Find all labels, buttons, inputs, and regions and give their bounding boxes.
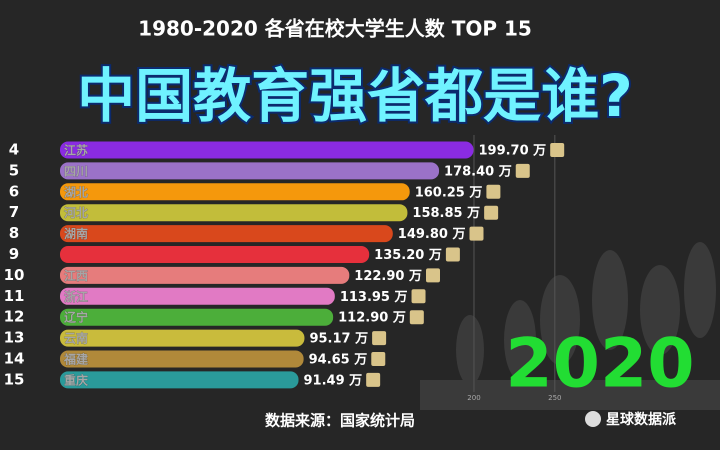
source: 数据来源：国家统计局 <box>265 412 415 430</box>
category-label: 河北 <box>63 205 88 220</box>
value-label: 95.17 万 <box>309 332 368 347</box>
category-label: 重庆 <box>64 372 88 387</box>
icon <box>371 352 386 366</box>
value-label: 160.25 万 <box>415 185 483 200</box>
chart-title: 1980-2020 各省在校大学生人数 TOP 15 <box>138 17 532 41</box>
icon <box>372 331 387 346</box>
bar <box>60 183 410 201</box>
bar <box>60 204 408 222</box>
rank-label: 4 <box>9 141 19 159</box>
icon <box>484 205 499 220</box>
bar <box>60 350 304 368</box>
value-label: 112.90 万 <box>338 311 406 326</box>
value-label: 158.85 万 <box>412 206 480 221</box>
plot: 200 250 4 江苏 199.70 万 5 四川 178.40 万 6 湖北 160.25 万 7… <box>4 135 565 402</box>
icon <box>409 310 424 325</box>
watermark-icon <box>585 411 601 427</box>
icon <box>550 143 565 157</box>
icon <box>411 289 426 304</box>
silhouettes <box>420 242 720 410</box>
bar <box>60 246 370 263</box>
value-label: 149.80 万 <box>398 227 466 242</box>
x-tick-label: 200 <box>467 394 480 402</box>
rank-label: 7 <box>9 203 19 221</box>
icon <box>426 268 441 283</box>
rank-label: 14 <box>4 350 25 368</box>
category-label: 江苏 <box>64 143 88 158</box>
rank-label: 6 <box>9 182 19 200</box>
rank-label: 11 <box>4 287 25 305</box>
rank-label: 12 <box>4 308 25 326</box>
icon <box>515 163 530 178</box>
value-label: 135.20 万 <box>374 248 442 263</box>
rank-label: 9 <box>9 245 19 263</box>
rank-label: 8 <box>9 224 19 242</box>
bar <box>60 308 334 326</box>
x-tick-label: 250 <box>548 394 561 402</box>
bar <box>60 266 350 284</box>
year-label: 2020 <box>505 325 694 404</box>
bar <box>60 162 440 180</box>
category-label: 浙江 <box>64 289 88 304</box>
category-label: 辽宁 <box>64 310 88 325</box>
icon <box>366 372 381 387</box>
value-label: 178.40 万 <box>444 164 512 179</box>
icon <box>486 184 501 199</box>
icon <box>445 247 460 262</box>
icon <box>469 226 484 241</box>
category-label: 四川 <box>64 164 88 178</box>
headline: 中国教育强省都是谁? <box>77 62 633 130</box>
value-label: 113.95 万 <box>340 290 408 305</box>
bar <box>60 225 393 243</box>
value-label: 91.49 万 <box>304 373 363 388</box>
rank-label: 15 <box>4 370 25 388</box>
bar <box>60 287 335 305</box>
value-label: 122.90 万 <box>354 269 422 284</box>
category-label: 福建 <box>63 352 89 367</box>
rank-label: 13 <box>4 329 25 347</box>
bar <box>60 371 299 389</box>
value-label: 199.70 万 <box>478 144 546 159</box>
category-label: 湖北 <box>64 184 88 199</box>
category-label: 湖南 <box>64 226 88 241</box>
category-label: 云南 <box>64 331 88 346</box>
rank-label: 10 <box>4 266 25 284</box>
category-label: 江西 <box>64 268 88 283</box>
rank-label: 5 <box>9 161 19 179</box>
value-label: 94.65 万 <box>309 353 368 368</box>
bar <box>60 141 474 159</box>
watermark: 星球数据派 <box>606 411 677 428</box>
bar <box>60 329 305 347</box>
